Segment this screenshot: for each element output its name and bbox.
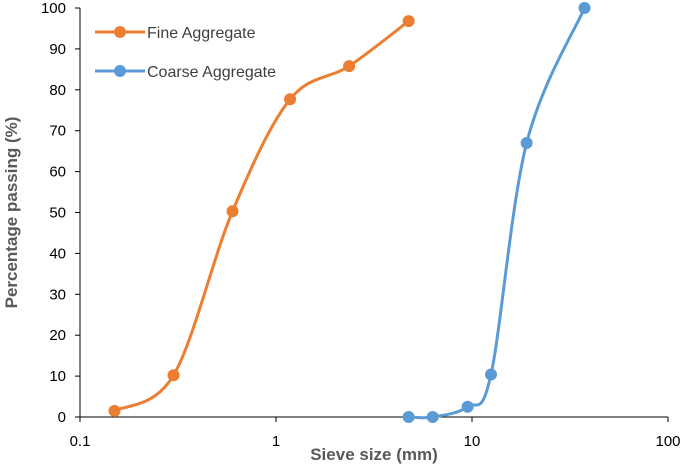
y-tick-label: 70 <box>49 123 66 140</box>
series-layer <box>108 2 591 423</box>
y-tick-label: 80 <box>49 82 66 99</box>
legend-item-fine-aggregate: Fine Aggregate <box>95 25 256 42</box>
data-point-coarse-aggregate <box>426 411 439 423</box>
series-coarse-aggregate <box>402 2 591 423</box>
data-point-fine-aggregate <box>402 15 415 28</box>
x-tick-label: 10 <box>464 433 481 450</box>
data-point-fine-aggregate <box>108 404 121 417</box>
legend: Fine Aggregate Coarse Aggregate <box>95 25 276 81</box>
data-point-coarse-aggregate <box>578 2 591 14</box>
y-tick-label: 20 <box>49 327 66 344</box>
data-point-fine-aggregate <box>284 93 297 106</box>
y-tick-label: 100 <box>41 0 66 17</box>
x-tick-labels: 0.1 1 10 100 <box>70 417 681 450</box>
legend-label-coarse-aggregate: Coarse Aggregate <box>147 64 276 81</box>
x-tick-label: 0.1 <box>70 433 91 450</box>
data-point-coarse-aggregate <box>402 411 415 423</box>
y-axis-title: Percentage passing (%) <box>2 117 21 309</box>
y-tick-label: 0 <box>58 409 66 426</box>
x-axis-title: Sieve size (mm) <box>310 445 438 464</box>
y-tick-label: 50 <box>49 205 66 222</box>
legend-marker-coarse-aggregate <box>114 65 126 77</box>
y-tick-label: 30 <box>49 286 66 303</box>
series-fine-aggregate <box>108 15 415 417</box>
y-tick-label: 40 <box>49 245 66 262</box>
y-tick-label: 60 <box>49 164 66 181</box>
data-point-coarse-aggregate <box>520 136 533 149</box>
series-line-coarse-aggregate <box>407 6 587 420</box>
x-tick-label: 100 <box>655 433 680 450</box>
legend-label-fine-aggregate: Fine Aggregate <box>147 25 256 42</box>
x-tick-label: 1 <box>272 433 280 450</box>
y-tick-label: 10 <box>49 368 66 385</box>
y-tick-labels: 0 10 20 30 40 50 60 70 80 90 100 <box>41 0 80 426</box>
data-point-coarse-aggregate <box>484 368 497 381</box>
data-point-fine-aggregate <box>226 205 239 218</box>
data-point-fine-aggregate <box>167 369 180 382</box>
legend-marker-fine-aggregate <box>114 26 126 38</box>
y-tick-label: 90 <box>49 41 66 58</box>
data-point-coarse-aggregate <box>461 400 474 413</box>
data-point-fine-aggregate <box>343 60 356 73</box>
legend-item-coarse-aggregate: Coarse Aggregate <box>95 64 276 81</box>
